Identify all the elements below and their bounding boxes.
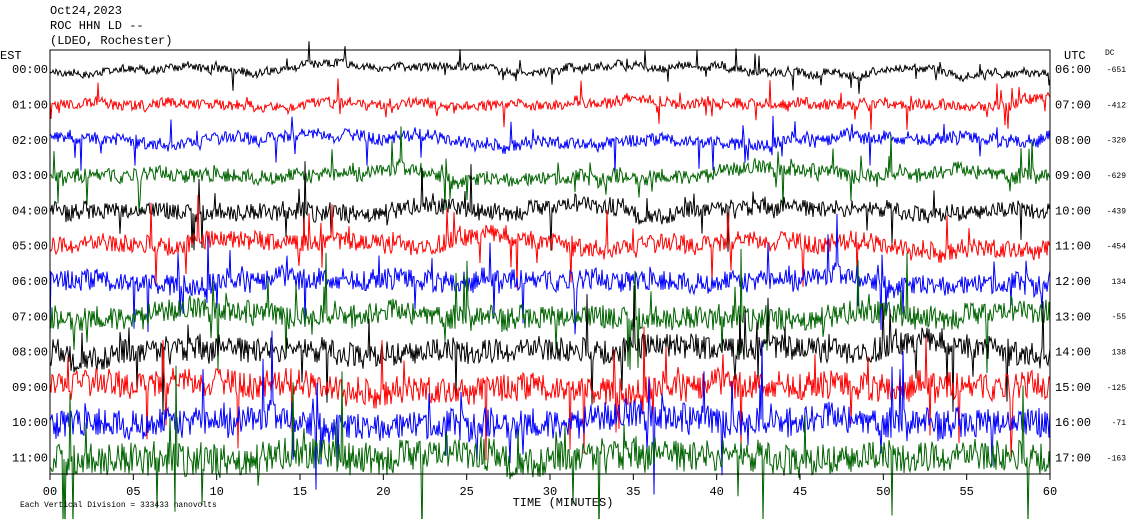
x-tick-label: 20 — [376, 485, 390, 499]
right-axis-title: UTC — [1064, 49, 1086, 63]
left-axis-title: EST — [0, 49, 22, 63]
x-tick-label: 30 — [543, 485, 557, 499]
left-time-label: 01:00 — [12, 98, 48, 112]
trace — [49, 194, 1051, 289]
right-time-label: 10:00 — [1055, 204, 1091, 218]
trace — [49, 41, 1051, 94]
left-time-label: 00:00 — [12, 63, 48, 77]
x-tick-label: 35 — [626, 485, 640, 499]
station: ROC HHN LD -- — [50, 19, 144, 33]
dc-value: -439 — [1107, 207, 1126, 216]
dc-value: -125 — [1107, 384, 1126, 393]
x-tick-label: 45 — [793, 485, 807, 499]
x-tick-label: 50 — [876, 485, 890, 499]
footer: Each Vertical Division = 333433 nanovolt… — [20, 501, 217, 510]
trace — [49, 213, 1051, 336]
dc-value: -651 — [1107, 66, 1126, 75]
right-time-label: 15:00 — [1055, 381, 1091, 395]
right-time-label: 11:00 — [1055, 240, 1091, 254]
x-tick-label: 60 — [1043, 485, 1057, 499]
left-time-label: 02:00 — [12, 134, 48, 148]
left-time-label: 09:00 — [12, 381, 48, 395]
left-time-label: 05:00 — [12, 240, 48, 254]
network: (LDEO, Rochester) — [50, 34, 172, 48]
x-tick-label: 25 — [459, 485, 473, 499]
left-time-label: 11:00 — [12, 451, 48, 465]
trace — [49, 78, 1051, 130]
trace — [49, 326, 1051, 461]
dc-value: 134 — [1112, 278, 1127, 287]
dc-value: -629 — [1107, 172, 1126, 181]
dc-value: 138 — [1112, 349, 1127, 358]
right-time-label: 08:00 — [1055, 134, 1091, 148]
x-tick-label: 55 — [959, 485, 973, 499]
trace — [49, 161, 1051, 252]
traces — [49, 41, 1051, 524]
right-time-label: 06:00 — [1055, 63, 1091, 77]
left-time-label: 04:00 — [12, 204, 48, 218]
left-time-label: 07:00 — [12, 310, 48, 324]
trace — [49, 365, 1051, 524]
chart-title: Oct24,2023 — [50, 4, 122, 18]
right-time-label: 16:00 — [1055, 416, 1091, 430]
x-axis-title: TIME (MINUTES) — [513, 496, 614, 510]
right-time-label: 12:00 — [1055, 275, 1091, 289]
right-time-label: 09:00 — [1055, 169, 1091, 183]
dc-value: -163 — [1107, 454, 1126, 463]
dc-value: -71 — [1112, 419, 1127, 428]
plot-frame — [49, 49, 1051, 475]
trace — [49, 285, 1051, 415]
right-time-label: 13:00 — [1055, 310, 1091, 324]
x-tick-label: 15 — [293, 485, 307, 499]
x-tick-label: 10 — [209, 485, 223, 499]
left-time-label: 08:00 — [12, 346, 48, 360]
dc-value: -412 — [1107, 101, 1126, 110]
right-time-label: 17:00 — [1055, 451, 1091, 465]
right-time-label: 07:00 — [1055, 98, 1091, 112]
left-time-label: 10:00 — [12, 416, 48, 430]
dc-value: -55 — [1112, 313, 1127, 322]
dc-value: -454 — [1107, 243, 1126, 252]
left-time-label: 03:00 — [12, 169, 48, 183]
trace — [49, 248, 1051, 374]
x-tick-label: 00 — [43, 485, 57, 499]
dc-value: -320 — [1107, 137, 1126, 146]
trace — [49, 115, 1051, 175]
trace — [49, 126, 1051, 212]
right-time-label: 14:00 — [1055, 346, 1091, 360]
x-tick-label: 40 — [709, 485, 723, 499]
left-time-label: 06:00 — [12, 275, 48, 289]
trace — [49, 330, 1051, 495]
x-tick-label: 05 — [126, 485, 140, 499]
dc-title: DC — [1105, 49, 1115, 58]
